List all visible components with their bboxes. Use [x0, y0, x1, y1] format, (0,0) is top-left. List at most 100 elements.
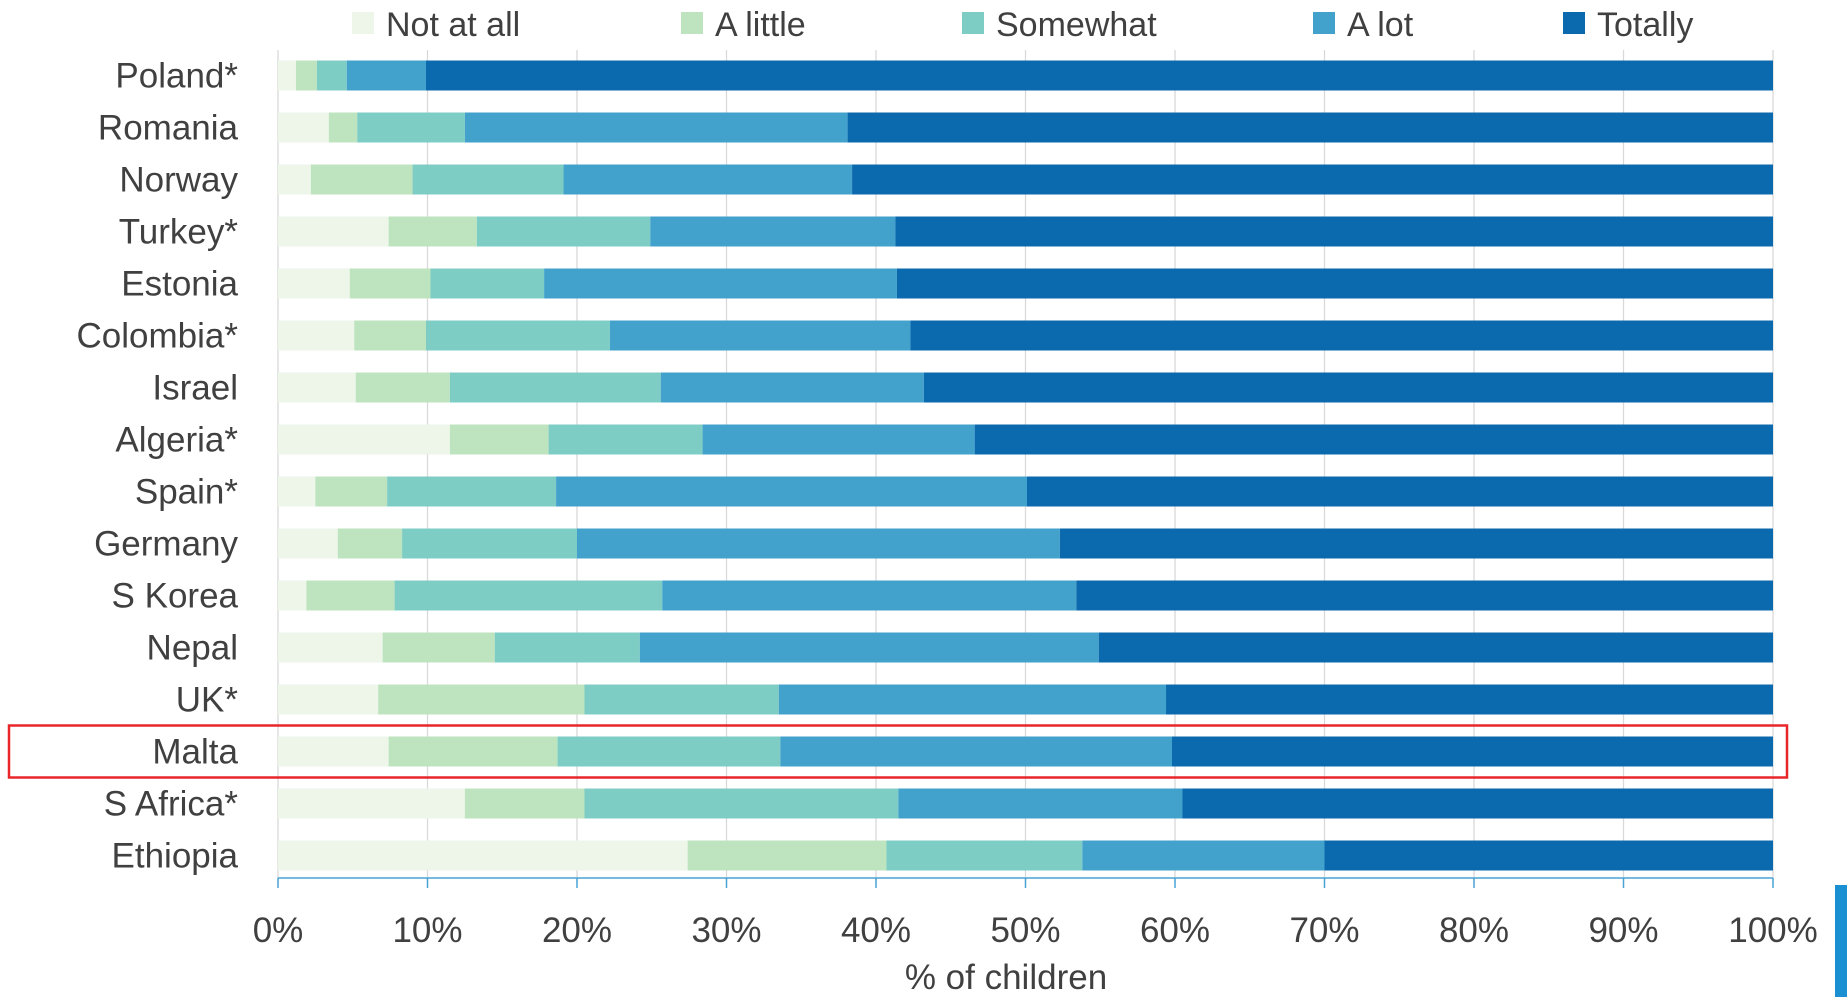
bar-s-africa-somewhat: [584, 788, 899, 819]
category-label: Malta: [152, 733, 238, 772]
bar-ethiopia-somewhat: [886, 840, 1083, 871]
bar-spain-a-little: [315, 476, 388, 507]
highlight-box: [7, 724, 1789, 779]
bar-estonia-totally: [896, 268, 1773, 299]
bar-s-korea-somewhat: [394, 580, 663, 611]
bar-turkey-a-lot: [650, 216, 896, 247]
x-tick-label: 0%: [253, 911, 304, 950]
x-tick-label: 90%: [1588, 911, 1658, 950]
bar-israel-somewhat: [449, 372, 661, 403]
x-axis: 0% 10% 20% 30% 40% 50% 60% 70% 80% 90% 100%: [253, 877, 1818, 950]
bar-spain-not-at-all: [278, 476, 316, 507]
legend: Not at all A little Somewhat A lot Totally: [352, 6, 1693, 44]
bar-germany-a-lot: [577, 528, 1060, 559]
bar-algeria-somewhat: [548, 424, 703, 455]
bar-israel-totally: [923, 372, 1773, 403]
category-label: Romania: [98, 109, 239, 148]
bar-nepal-a-lot: [639, 632, 1099, 663]
bar-turkey-totally: [895, 216, 1773, 247]
bar-israel-a-little: [355, 372, 450, 403]
legend-label-somewhat: Somewhat: [996, 6, 1157, 44]
category-label: Turkey*: [119, 213, 239, 252]
legend-label-a-lot: A lot: [1347, 6, 1414, 44]
category-label: Nepal: [147, 629, 238, 668]
bars: [278, 60, 1773, 871]
bar-romania-not-at-all: [278, 112, 329, 143]
category-label: Algeria*: [115, 421, 238, 460]
category-labels: Poland* Romania Norway Turkey* Estonia Colomb…: [77, 57, 239, 876]
bar-ethiopia-totally: [1324, 840, 1773, 871]
category-label: S Korea: [112, 577, 239, 616]
bar-colombia-not-at-all: [278, 320, 355, 351]
bar-romania-a-lot: [464, 112, 848, 143]
bar-s-africa-not-at-all: [278, 788, 465, 819]
bar-spain-a-lot: [556, 476, 1027, 507]
x-tick-label: 80%: [1439, 911, 1509, 950]
bar-romania-somewhat: [357, 112, 465, 143]
category-label: Ethiopia: [112, 837, 239, 876]
bar-colombia-totally: [910, 320, 1773, 351]
side-accent-bar: [1835, 885, 1847, 997]
highlight-rect-malta: [7, 724, 1789, 779]
x-tick-label: 70%: [1289, 911, 1359, 950]
bar-malta-somewhat: [557, 736, 781, 767]
category-label: Poland*: [115, 57, 238, 96]
bar-algeria-a-lot: [702, 424, 975, 455]
bar-israel-not-at-all: [278, 372, 356, 403]
x-tick-label: 100%: [1728, 911, 1818, 950]
legend-label-not-at-all: Not at all: [386, 6, 520, 44]
bar-turkey-somewhat: [476, 216, 651, 247]
bar-turkey-a-little: [388, 216, 477, 247]
bar-estonia-somewhat: [430, 268, 545, 299]
bar-colombia-a-lot: [609, 320, 911, 351]
legend-swatch-not-at-all: [352, 12, 374, 34]
bar-norway-somewhat: [412, 164, 564, 195]
bar-malta-a-little: [388, 736, 558, 767]
x-tick-label: 50%: [990, 911, 1060, 950]
bar-poland-a-little: [295, 60, 317, 91]
bar-poland-somewhat: [316, 60, 347, 91]
bar-uk-a-little: [378, 684, 585, 715]
bar-ethiopia-a-little: [687, 840, 887, 871]
bar-romania-totally: [847, 112, 1773, 143]
bar-algeria-totally: [974, 424, 1773, 455]
bar-spain-somewhat: [387, 476, 557, 507]
bar-norway-not-at-all: [278, 164, 311, 195]
bar-ethiopia-a-lot: [1082, 840, 1325, 871]
bar-colombia-somewhat: [426, 320, 610, 351]
category-label: Germany: [94, 525, 238, 564]
bar-malta-totally: [1172, 736, 1773, 767]
bar-nepal-a-little: [382, 632, 495, 663]
x-tick-label: 30%: [691, 911, 761, 950]
bar-israel-a-lot: [660, 372, 924, 403]
category-label: S Africa*: [104, 785, 239, 824]
x-tick-label: 10%: [392, 911, 462, 950]
bar-s-korea-not-at-all: [278, 580, 307, 611]
x-tick-label: 20%: [542, 911, 612, 950]
category-label: Norway: [119, 161, 238, 200]
bar-estonia-not-at-all: [278, 268, 350, 299]
bar-germany-totally: [1059, 528, 1773, 559]
bar-nepal-not-at-all: [278, 632, 383, 663]
bar-estonia-a-little: [349, 268, 431, 299]
bar-uk-a-lot: [778, 684, 1167, 715]
legend-swatch-somewhat: [962, 12, 984, 34]
bar-estonia-a-lot: [544, 268, 897, 299]
bar-algeria-not-at-all: [278, 424, 450, 455]
legend-swatch-a-little: [681, 12, 703, 34]
bar-ethiopia-not-at-all: [278, 840, 688, 871]
bar-nepal-somewhat: [494, 632, 640, 663]
bar-norway-a-lot: [563, 164, 853, 195]
bar-s-africa-totally: [1182, 788, 1773, 819]
legend-swatch-a-lot: [1313, 12, 1335, 34]
bar-romania-a-little: [328, 112, 358, 143]
bar-germany-not-at-all: [278, 528, 338, 559]
category-label: Estonia: [121, 265, 238, 304]
bar-poland-a-lot: [346, 60, 427, 91]
legend-label-totally: Totally: [1597, 6, 1693, 44]
bar-norway-a-little: [310, 164, 413, 195]
x-tick-label: 60%: [1140, 911, 1210, 950]
bar-poland-totally: [426, 60, 1773, 91]
x-tick-label: 40%: [841, 911, 911, 950]
